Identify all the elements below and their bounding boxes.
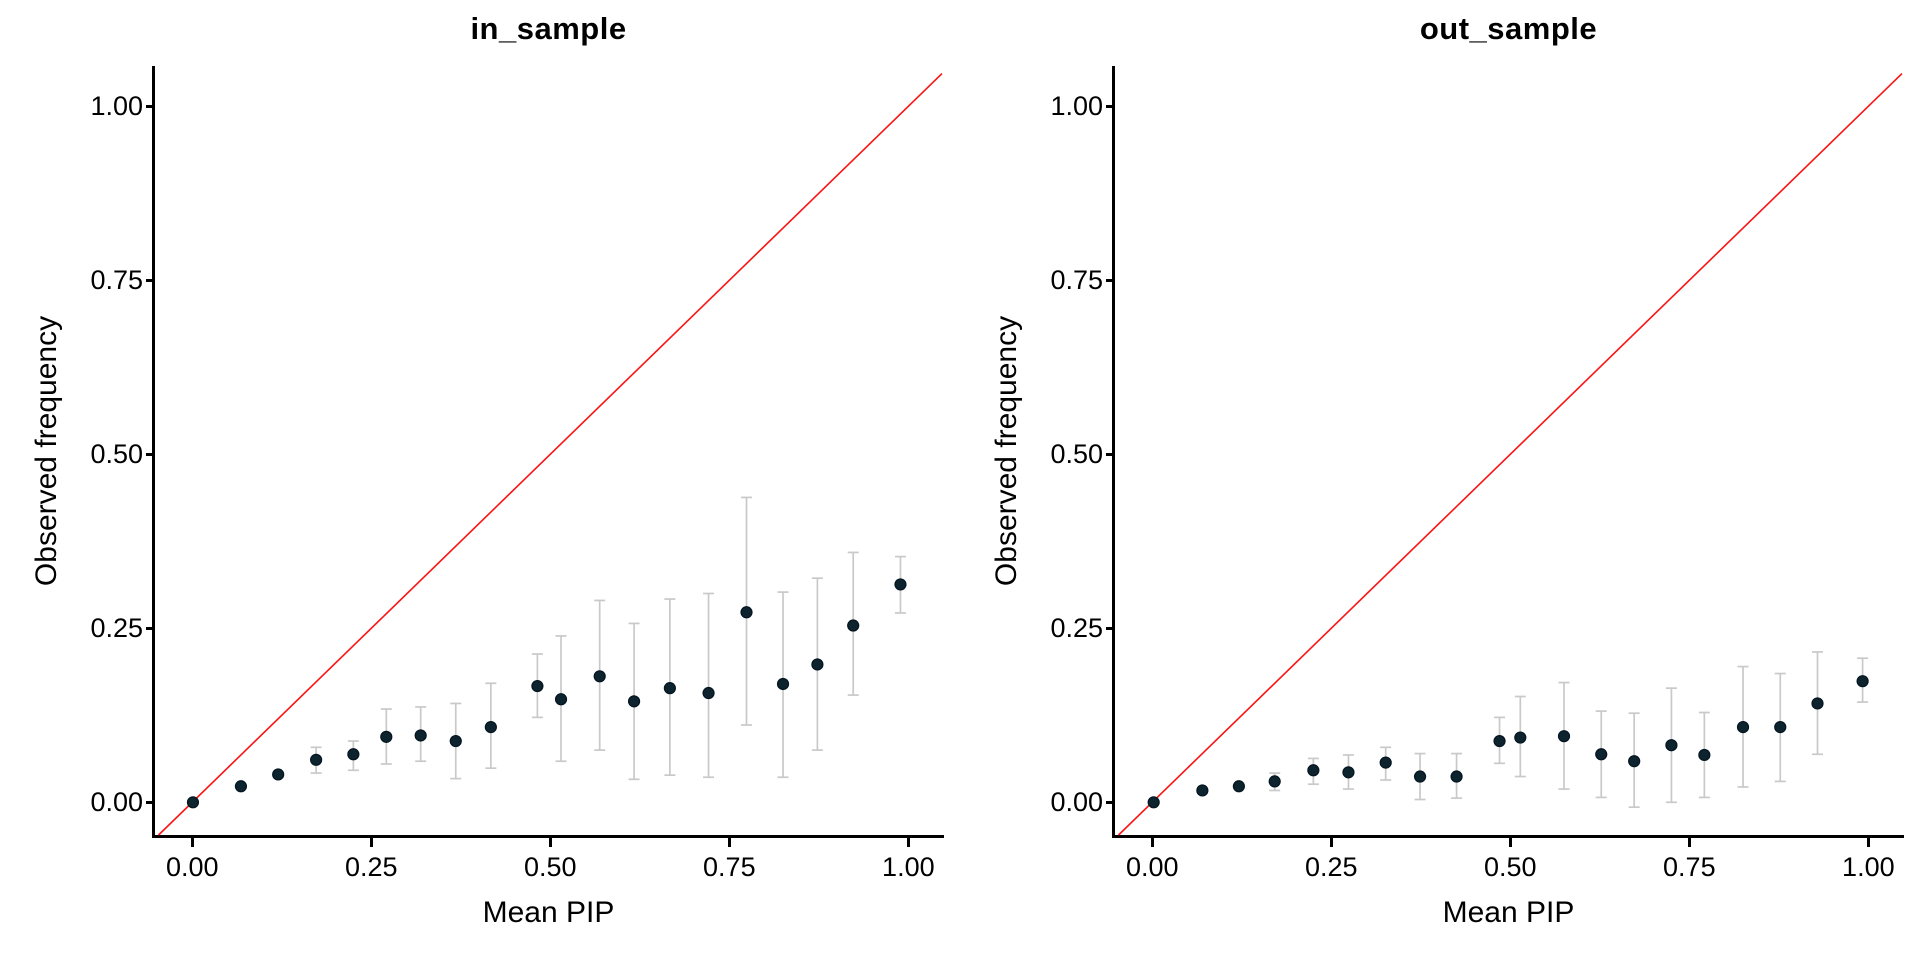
data-point bbox=[1736, 721, 1750, 734]
y-tick-mark bbox=[146, 452, 155, 456]
x-axis-line bbox=[152, 835, 944, 838]
x-tick-label: 0.00 bbox=[1125, 852, 1179, 882]
data-point bbox=[1493, 734, 1506, 748]
data-point bbox=[847, 619, 860, 632]
x-tick-mark bbox=[906, 838, 910, 847]
data-point bbox=[740, 606, 753, 619]
data-point bbox=[702, 686, 715, 700]
x-tick-label: 1.00 bbox=[882, 852, 935, 882]
data-point bbox=[811, 658, 824, 671]
x-tick-mark bbox=[1866, 838, 1870, 847]
x-tick-mark bbox=[369, 838, 373, 847]
error-bar bbox=[703, 592, 715, 779]
x-tick-mark bbox=[1329, 838, 1333, 847]
x-tick-label: 1.00 bbox=[1842, 852, 1895, 882]
data-point bbox=[1147, 796, 1160, 809]
y-tick-mark bbox=[146, 104, 155, 108]
data-point bbox=[310, 753, 323, 766]
identity-line bbox=[158, 72, 943, 836]
x-tick-mark bbox=[1687, 838, 1691, 847]
panel-in-sample: in_sample Observed frequency Mean PIP 0.… bbox=[30, 11, 944, 929]
y-tick-label: 0.25 bbox=[1050, 613, 1103, 644]
data-point bbox=[663, 682, 676, 695]
x-tick-mark bbox=[727, 838, 731, 847]
data-point bbox=[1698, 748, 1711, 762]
y-tick-label: 1.00 bbox=[1050, 91, 1103, 122]
plot-area bbox=[158, 72, 943, 836]
data-point bbox=[1413, 770, 1427, 783]
data-point bbox=[1450, 770, 1463, 783]
data-point bbox=[272, 768, 285, 781]
x-tick-label: 0.25 bbox=[344, 852, 398, 882]
data-point bbox=[554, 693, 568, 706]
y-axis-line bbox=[1112, 66, 1115, 838]
y-tick-label: 0.50 bbox=[90, 439, 143, 470]
data-point bbox=[1232, 780, 1245, 793]
data-point bbox=[234, 780, 248, 793]
data-point bbox=[1665, 739, 1678, 752]
y-tick-mark bbox=[146, 278, 155, 282]
plot-area bbox=[1118, 72, 1903, 836]
data-point bbox=[1307, 764, 1320, 777]
data-point bbox=[380, 730, 393, 743]
data-point bbox=[1379, 756, 1392, 769]
y-tick-mark bbox=[1106, 104, 1115, 108]
panel-out-sample: out_sample Observed frequency Mean PIP 0… bbox=[960, 0, 1920, 960]
x-tick-mark bbox=[1508, 838, 1512, 847]
y-tick-mark bbox=[1106, 452, 1115, 456]
y-tick-mark bbox=[1106, 278, 1115, 282]
x-tick-label: 0.50 bbox=[1484, 852, 1537, 882]
y-axis-line bbox=[152, 66, 155, 838]
panel-title: out_sample bbox=[1419, 11, 1598, 46]
x-axis-label: Mean PIP bbox=[1442, 896, 1575, 929]
x-tick-mark bbox=[548, 838, 552, 847]
data-point bbox=[186, 796, 200, 809]
data-point bbox=[1268, 775, 1281, 788]
y-tick-label: 0.00 bbox=[90, 787, 143, 818]
y-tick-mark bbox=[1106, 626, 1115, 630]
identity-line bbox=[1118, 72, 1903, 836]
y-tick-mark bbox=[1106, 800, 1115, 804]
x-tick-label: 0.75 bbox=[703, 852, 756, 882]
x-axis-label: Mean PIP bbox=[482, 896, 615, 929]
data-point bbox=[484, 721, 497, 734]
data-point bbox=[531, 679, 544, 693]
y-tick-mark bbox=[146, 800, 155, 804]
data-point bbox=[1856, 675, 1869, 688]
x-tick-label: 0.75 bbox=[1663, 852, 1716, 882]
data-point bbox=[627, 695, 641, 708]
x-axis-line bbox=[1112, 835, 1904, 838]
data-point bbox=[1514, 731, 1527, 744]
y-tick-label: 0.75 bbox=[90, 265, 143, 296]
y-tick-label: 1.00 bbox=[90, 91, 143, 122]
y-tick-mark bbox=[146, 626, 155, 630]
data-point bbox=[593, 670, 606, 683]
panel-title: in_sample bbox=[470, 11, 627, 46]
data-point bbox=[1342, 766, 1355, 779]
y-tick-label: 0.75 bbox=[1050, 265, 1103, 296]
y-tick-label: 0.00 bbox=[1050, 787, 1103, 818]
data-point bbox=[414, 729, 427, 742]
x-tick-mark bbox=[190, 838, 194, 847]
y-tick-label: 0.50 bbox=[1050, 439, 1103, 470]
y-tick-label: 0.25 bbox=[90, 613, 143, 644]
x-tick-mark bbox=[1150, 838, 1154, 847]
x-tick-label: 0.00 bbox=[165, 852, 219, 882]
data-point bbox=[347, 748, 360, 761]
x-tick-label: 0.50 bbox=[524, 852, 577, 882]
data-point bbox=[1595, 748, 1608, 761]
data-point bbox=[1628, 755, 1641, 768]
data-point bbox=[894, 578, 907, 591]
data-point bbox=[1811, 697, 1824, 710]
data-point bbox=[1774, 721, 1787, 734]
data-point bbox=[776, 677, 790, 691]
data-point bbox=[1196, 784, 1209, 797]
data-point bbox=[1557, 730, 1571, 743]
data-point bbox=[449, 734, 462, 748]
x-tick-label: 0.25 bbox=[1304, 852, 1358, 882]
